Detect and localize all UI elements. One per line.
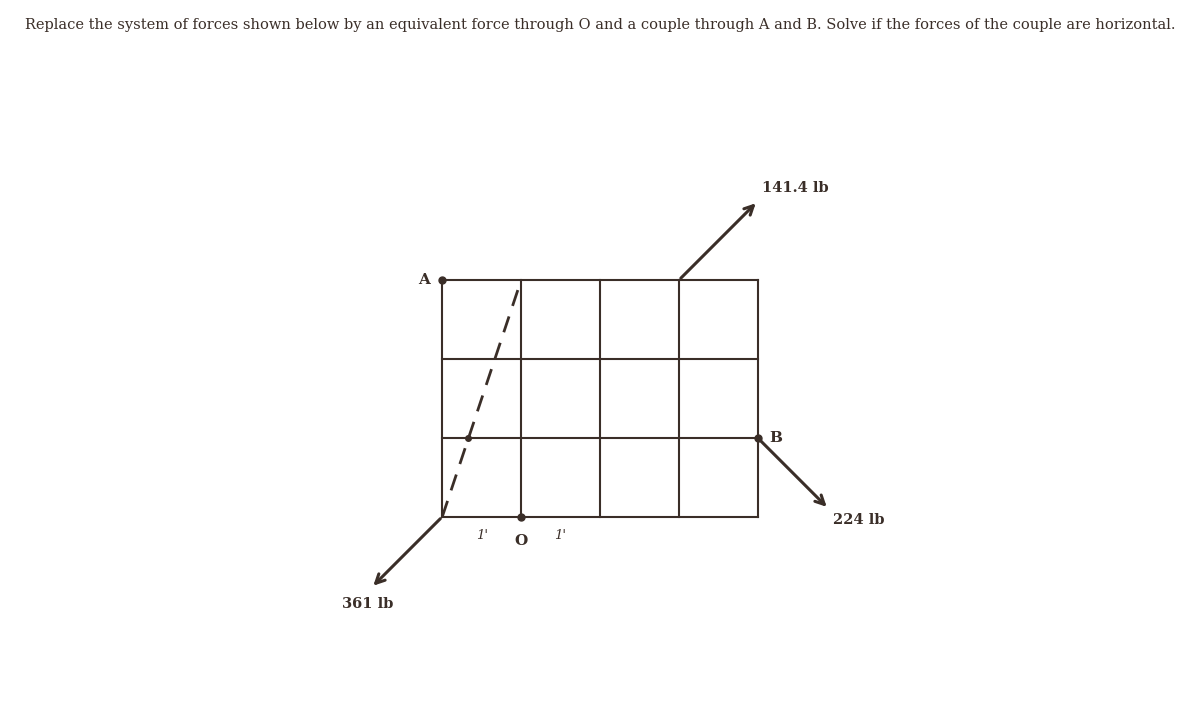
Text: O: O: [515, 534, 528, 548]
Text: 224 lb: 224 lb: [833, 513, 884, 527]
Text: 1': 1': [475, 529, 487, 542]
Text: A: A: [419, 273, 431, 287]
Text: Replace the system of forces shown below by an equivalent force through O and a : Replace the system of forces shown below…: [25, 18, 1175, 32]
Text: B: B: [769, 431, 782, 445]
Text: 1': 1': [554, 529, 566, 542]
Text: 361 lb: 361 lb: [342, 597, 394, 611]
Text: 141.4 lb: 141.4 lb: [762, 181, 828, 195]
